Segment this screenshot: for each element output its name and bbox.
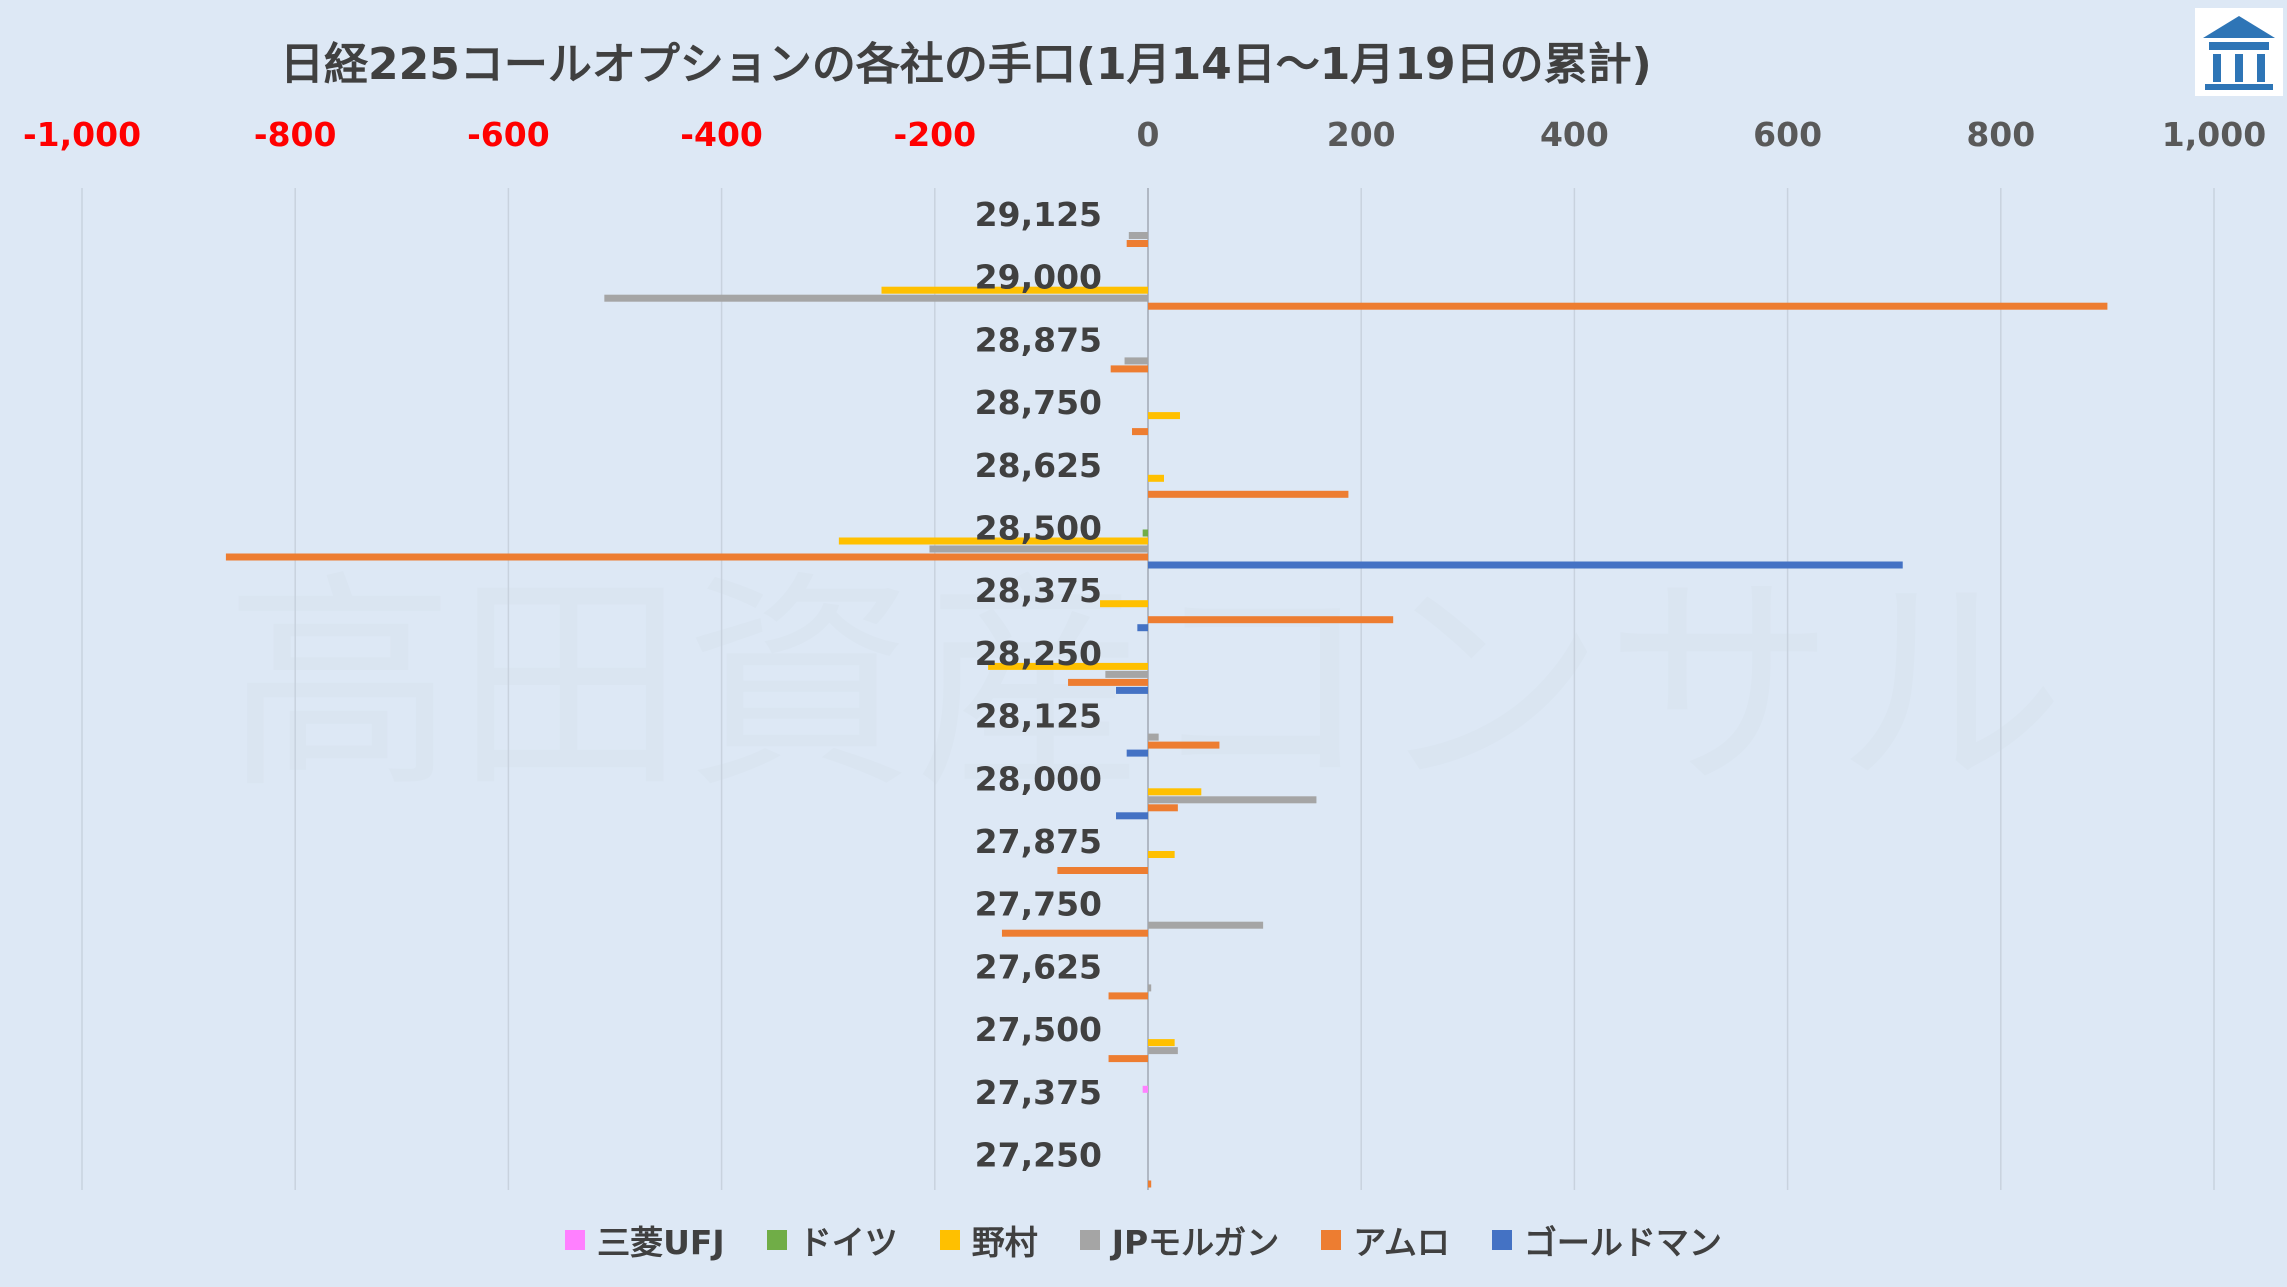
category-label: 28,250 bbox=[975, 634, 1102, 673]
bar-アムロ-27,500 bbox=[1108, 1055, 1148, 1063]
bar-アムロ-28,625 bbox=[1148, 490, 1349, 498]
bar-アムロ-29,000 bbox=[1148, 302, 2108, 310]
bar-JPモルガン-28,250 bbox=[1105, 670, 1148, 678]
chart-title: 日経225コールオプションの各社の手口(1月14日～1月19日の累計) bbox=[280, 39, 1652, 90]
bar-アムロ-29,125 bbox=[1126, 240, 1148, 247]
legend-swatch bbox=[939, 1230, 960, 1250]
bar-アムロ-28,500 bbox=[225, 553, 1148, 561]
bar-アムロ-27,625 bbox=[1108, 992, 1148, 1000]
bar-野村-29,000 bbox=[881, 286, 1148, 294]
bar-JPモルガン-28,500 bbox=[929, 545, 1148, 553]
x-tick-label: -600 bbox=[467, 115, 550, 154]
bar-野村-27,500 bbox=[1148, 1039, 1175, 1047]
bar-JPモルガン-29,125 bbox=[1128, 232, 1148, 239]
bar-JPモルガン-28,000 bbox=[1148, 796, 1317, 804]
category-label: 28,500 bbox=[975, 509, 1102, 548]
x-tick-label: -400 bbox=[680, 115, 763, 154]
legend-label: 野村 bbox=[971, 1223, 1038, 1262]
bar-JPモルガン-27,625 bbox=[1148, 984, 1152, 992]
watermark-text: 高田資産コンサル bbox=[225, 553, 2065, 820]
bar-ドイツ-28,500 bbox=[1142, 529, 1148, 537]
legend-item: 野村 bbox=[939, 1216, 1038, 1264]
category-label: 27,375 bbox=[975, 1073, 1102, 1112]
category-label: 27,250 bbox=[975, 1136, 1102, 1175]
chart-legend: 三菱UFJ ドイツ 野村 JPモルガン アムロ ゴールドマン bbox=[0, 1216, 2287, 1264]
legend-label: アムロ bbox=[1353, 1223, 1450, 1262]
x-tick-label: 800 bbox=[1966, 115, 2035, 154]
bar-アムロ-28,000 bbox=[1148, 804, 1178, 812]
category-label: 28,875 bbox=[975, 320, 1102, 359]
category-label: 28,000 bbox=[975, 759, 1102, 798]
legend-item: ドイツ bbox=[766, 1216, 898, 1264]
legend-label: ドイツ bbox=[798, 1223, 898, 1262]
x-tick-label: -1,000 bbox=[23, 115, 141, 154]
x-tick-label: 0 bbox=[1137, 115, 1160, 154]
legend-label: JPモルガン bbox=[1111, 1223, 1280, 1262]
bar-アムロ-27,250 bbox=[1148, 1180, 1152, 1188]
bar-ゴールドマン-28,250 bbox=[1116, 686, 1148, 694]
bar-ゴールドマン-28,375 bbox=[1137, 624, 1148, 632]
legend-swatch bbox=[766, 1230, 787, 1250]
legend-label: 三菱UFJ bbox=[597, 1223, 725, 1262]
legend-swatch bbox=[1079, 1230, 1100, 1250]
bar-JPモルガン-27,750 bbox=[1148, 921, 1264, 929]
legend-swatch bbox=[1491, 1230, 1512, 1250]
legend-item: アムロ bbox=[1321, 1216, 1450, 1264]
bar-野村-28,625 bbox=[1148, 474, 1164, 482]
legend-swatch bbox=[1321, 1230, 1342, 1250]
bar-JPモルガン-28,875 bbox=[1124, 357, 1148, 365]
bar-アムロ-28,375 bbox=[1148, 616, 1394, 624]
x-tick-label: 200 bbox=[1327, 115, 1396, 154]
x-tick-label: 1,000 bbox=[2162, 115, 2266, 154]
bar-ゴールドマン-28,500 bbox=[1148, 561, 1903, 569]
bar-JPモルガン-29,000 bbox=[604, 294, 1148, 302]
category-label: 28,625 bbox=[975, 446, 1102, 485]
bar-野村-27,875 bbox=[1148, 851, 1175, 858]
bar-野村-28,750 bbox=[1148, 412, 1180, 420]
bar-アムロ-27,875 bbox=[1057, 867, 1148, 874]
company-logo-icon bbox=[2195, 8, 2283, 96]
legend-item: JPモルガン bbox=[1079, 1216, 1280, 1264]
bar-アムロ-28,250 bbox=[1068, 678, 1148, 686]
bar-三菱UFJ-27,375 bbox=[1142, 1085, 1148, 1093]
x-tick-label: 600 bbox=[1753, 115, 1822, 154]
category-label: 28,125 bbox=[975, 697, 1102, 736]
bar-アムロ-28,875 bbox=[1110, 365, 1148, 373]
bar-JPモルガン-28,125 bbox=[1148, 733, 1159, 741]
category-label: 29,125 bbox=[975, 195, 1102, 234]
bar-ゴールドマン-28,125 bbox=[1126, 749, 1148, 757]
legend-item: 三菱UFJ bbox=[565, 1216, 725, 1264]
bar-野村-28,375 bbox=[1100, 600, 1148, 608]
bar-野村-28,000 bbox=[1148, 788, 1202, 796]
legend-item: ゴールドマン bbox=[1491, 1216, 1722, 1264]
bar-野村-28,250 bbox=[988, 662, 1148, 670]
category-label: 28,375 bbox=[975, 571, 1102, 610]
bar-アムロ-28,125 bbox=[1148, 741, 1220, 749]
legend-swatch bbox=[565, 1230, 586, 1250]
legend-label: ゴールドマン bbox=[1523, 1223, 1722, 1262]
category-label: 27,500 bbox=[975, 1010, 1102, 1049]
category-label: 28,750 bbox=[975, 383, 1102, 422]
category-label: 27,625 bbox=[975, 947, 1102, 986]
x-tick-label: -200 bbox=[894, 115, 977, 154]
bar-アムロ-27,750 bbox=[1001, 929, 1148, 937]
category-label: 27,750 bbox=[975, 885, 1102, 924]
bar-JPモルガン-27,500 bbox=[1148, 1047, 1178, 1055]
x-tick-label: 400 bbox=[1540, 115, 1609, 154]
category-label: 29,000 bbox=[975, 258, 1102, 297]
category-label: 27,875 bbox=[975, 822, 1102, 861]
bar-野村-28,500 bbox=[838, 537, 1148, 545]
bar-アムロ-28,750 bbox=[1132, 428, 1148, 436]
bar-ゴールドマン-28,000 bbox=[1116, 812, 1148, 820]
x-tick-label: -800 bbox=[254, 115, 337, 154]
